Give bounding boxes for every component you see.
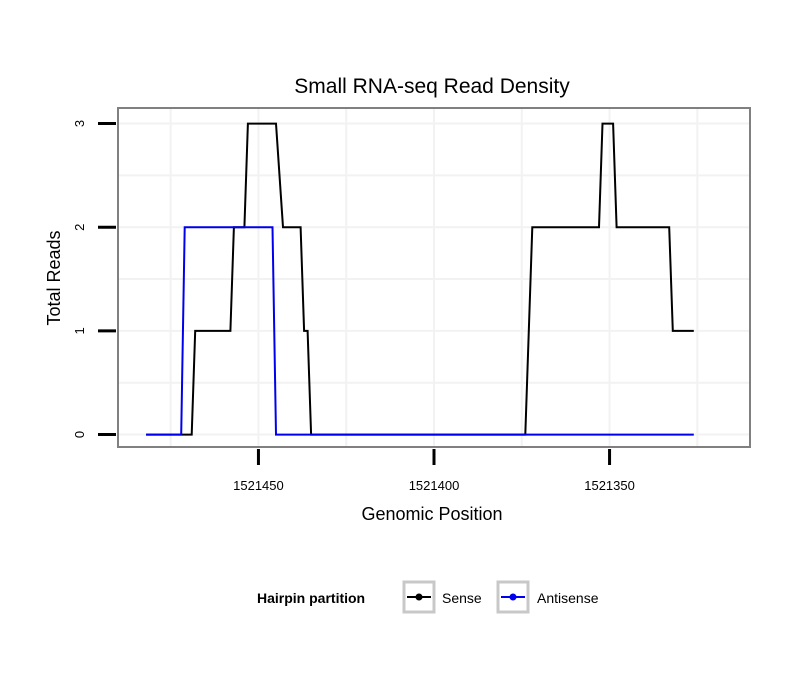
series-line-antisense: [146, 226, 694, 436]
y-axis-title: Total Reads: [44, 230, 64, 325]
y-tick-label: 2: [72, 224, 87, 231]
chart-title: Small RNA-seq Read Density: [294, 75, 570, 98]
legend-key-antisense-point: [509, 593, 517, 601]
y-tick-label: 3: [72, 120, 87, 127]
series-layer: [146, 122, 694, 436]
x-tick-label: 1521450: [233, 478, 284, 493]
y-tick-label: 1: [72, 327, 87, 334]
plot-panel-border: [117, 107, 751, 448]
x-axis-title: Genomic Position: [361, 504, 502, 524]
series-line-sense: [146, 122, 694, 436]
x-axis-ticks: 1521450 1521400 1521350: [233, 449, 635, 493]
legend-label-antisense: Antisense: [537, 590, 599, 606]
grid-lines: [118, 108, 750, 447]
legend-label-sense: Sense: [442, 590, 482, 606]
y-axis-ticks: 0 1 2 3: [72, 120, 116, 438]
legend: Hairpin partition Sense Antisense: [257, 580, 599, 614]
y-tick-label: 0: [72, 431, 87, 438]
legend-title: Hairpin partition: [257, 590, 365, 606]
x-tick-label: 1521400: [409, 478, 460, 493]
legend-key-sense-point: [415, 593, 423, 601]
x-tick-label: 1521350: [584, 478, 635, 493]
